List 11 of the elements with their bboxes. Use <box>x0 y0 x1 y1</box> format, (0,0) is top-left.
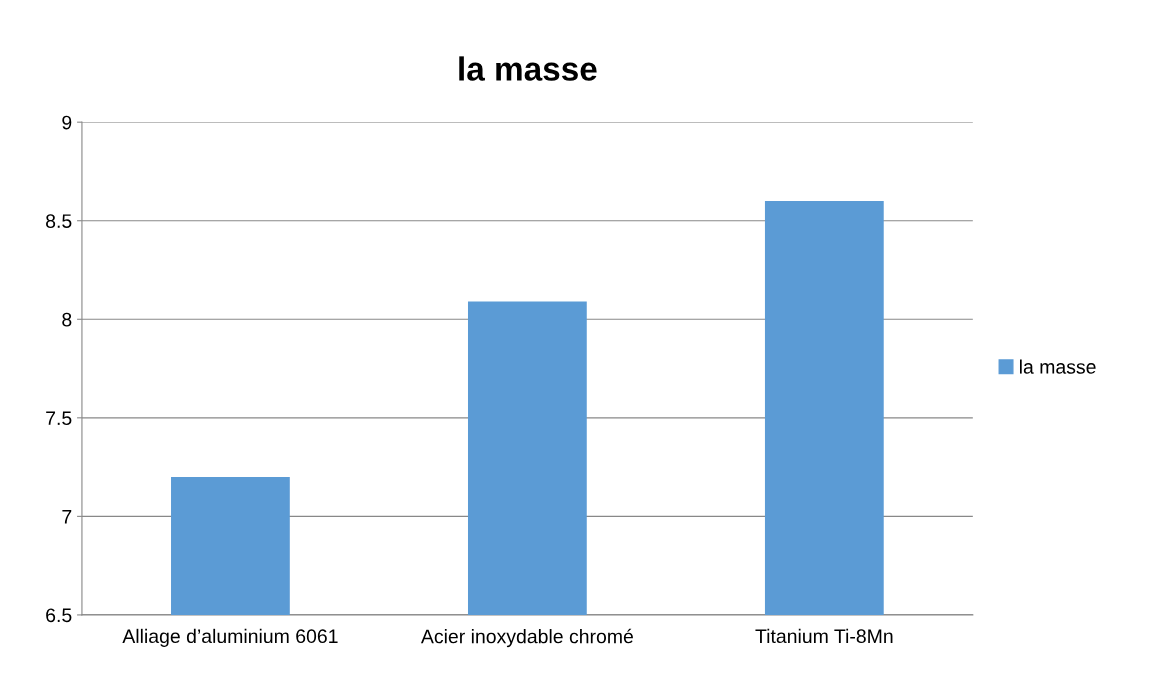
y-tick-label: 8.5 <box>46 214 72 228</box>
y-tick-label: 7.5 <box>46 411 72 426</box>
y-tick-label: 7 <box>62 510 72 524</box>
y-tick-label: 6.5 <box>46 608 72 623</box>
y-tick-label: 9 <box>62 115 72 130</box>
x-tick-label: Acier inoxydable chromé <box>420 628 633 648</box>
legend-label: la masse <box>1019 359 1096 374</box>
x-tick-label: Alliage d’aluminium 6061 <box>122 628 338 647</box>
x-tick-label: Titanium Ti-8Mn <box>755 628 893 644</box>
y-tick-label: 8 <box>62 312 72 327</box>
chart-title: la masse <box>459 56 597 81</box>
